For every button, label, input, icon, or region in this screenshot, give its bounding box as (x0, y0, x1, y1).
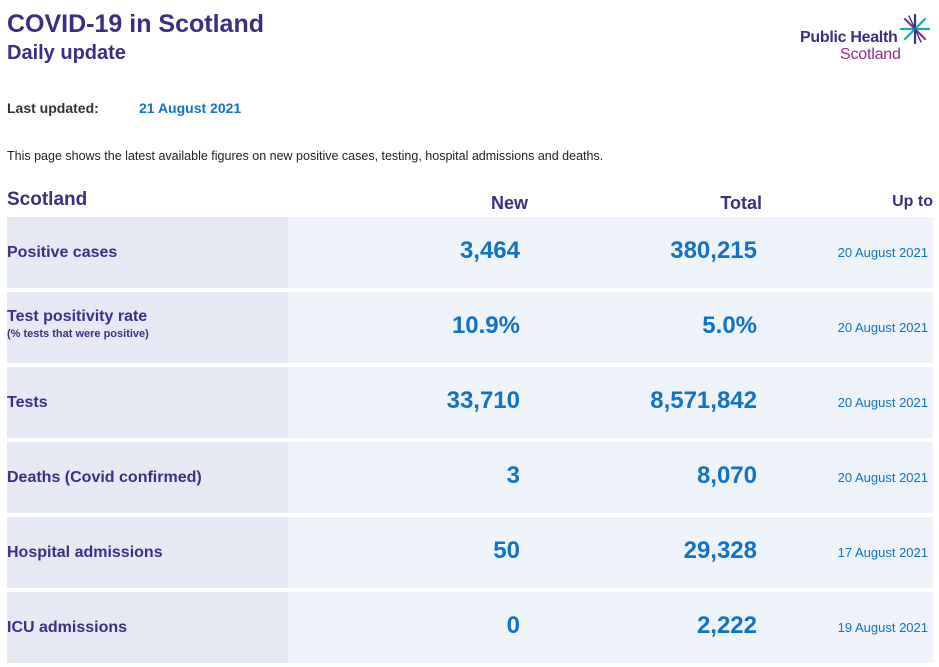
row-label: Positive cases (7, 244, 118, 261)
row-new-value: 0 (506, 612, 520, 639)
logo-text-line1: Public Health (800, 29, 898, 46)
column-header-total: Total (720, 193, 762, 213)
column-header-area: Scotland (7, 189, 88, 210)
page-subtitle: Daily update (7, 42, 126, 64)
table-row-icu-admissions: ICU admissions 0 2,222 19 August 2021 (7, 592, 933, 663)
row-new-value: 10.9% (451, 312, 520, 339)
row-sublabel: (% tests that were positive) (7, 328, 149, 340)
row-label: Test positivity rate (7, 308, 148, 325)
row-up-to-date: 20 August 2021 (837, 245, 928, 260)
row-total-value: 380,215 (670, 237, 757, 264)
row-total-value: 29,328 (683, 537, 757, 564)
table-row-deaths: Deaths (Covid confirmed) 3 8,070 20 Augu… (7, 442, 933, 513)
row-new-value: 33,710 (446, 387, 520, 414)
intro-text: This page shows the latest available fig… (7, 149, 604, 163)
table-row-positive-cases: Positive cases 3,464 380,215 20 August 2… (7, 217, 933, 288)
row-new-value: 50 (493, 537, 520, 564)
table-row-test-positivity-rate: Test positivity rate (% tests that were … (7, 292, 933, 363)
table-row-tests: Tests 33,710 8,571,842 20 August 2021 (7, 367, 933, 438)
row-label-cell (7, 292, 288, 363)
row-total-value: 5.0% (702, 312, 757, 339)
table-row-hospital-admissions: Hospital admissions 50 29,328 17 August … (7, 517, 933, 588)
row-up-to-date: 17 August 2021 (837, 545, 928, 560)
row-total-value: 2,222 (696, 612, 757, 639)
row-up-to-date: 20 August 2021 (837, 320, 928, 335)
logo-text-line2: Scotland (840, 46, 901, 63)
row-new-value: 3,464 (459, 237, 520, 264)
row-label-cell (7, 367, 288, 438)
column-header-up-to: Up to (892, 193, 933, 210)
page-title: COVID-19 in Scotland (7, 10, 264, 38)
last-updated-date: 21 August 2021 (139, 100, 242, 116)
row-up-to-date: 20 August 2021 (837, 470, 928, 485)
row-up-to-date: 19 August 2021 (837, 620, 928, 635)
row-label: Hospital admissions (7, 544, 163, 561)
row-new-value: 3 (506, 462, 520, 489)
row-label: Tests (7, 394, 48, 411)
row-total-value: 8,571,842 (650, 387, 757, 414)
row-up-to-date: 20 August 2021 (837, 395, 928, 410)
row-label-cell (7, 442, 288, 513)
row-label: ICU admissions (7, 619, 128, 636)
row-total-value: 8,070 (696, 462, 757, 489)
row-label-cell (7, 517, 288, 588)
row-label-cell (7, 217, 288, 288)
statistics-table: Positive cases 3,464 380,215 20 August 2… (7, 217, 933, 667)
column-header-new: New (490, 193, 528, 213)
row-label-cell (7, 592, 288, 663)
public-health-scotland-logo: Public Health Scotland (798, 12, 936, 68)
last-updated-label: Last updated: (7, 100, 99, 116)
star-icon (899, 13, 931, 45)
row-label: Deaths (Covid confirmed) (7, 469, 202, 486)
